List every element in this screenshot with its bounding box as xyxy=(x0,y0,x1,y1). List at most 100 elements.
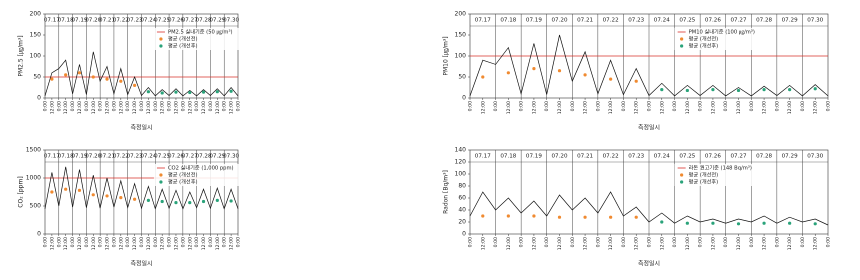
x-tick-label: 12:00 xyxy=(557,101,563,114)
x-tick-label: 0:00 xyxy=(56,237,62,247)
y-tick-label: 200 xyxy=(30,11,42,18)
x-tick-label: 0:00 xyxy=(647,101,653,111)
y-tick-label: 50 xyxy=(33,74,41,81)
x-tick-label: 12:00 xyxy=(736,101,742,114)
mean-point xyxy=(660,220,664,224)
day-label: 07.21 xyxy=(577,18,593,24)
mean-point xyxy=(609,77,613,81)
mean-point xyxy=(736,222,741,226)
y-tick-label: 1500 xyxy=(26,147,41,154)
legend-marker xyxy=(680,44,684,48)
mean-point xyxy=(660,88,664,92)
day-label: 07.29 xyxy=(782,154,798,160)
series-line xyxy=(44,166,239,210)
x-tick-label: 12:00 xyxy=(215,101,221,114)
legend-label: 평균 (개선전) xyxy=(168,171,198,179)
day-label: 07.29 xyxy=(209,154,225,160)
mean-point xyxy=(736,88,741,93)
day-label: 07.17 xyxy=(44,154,60,160)
day-label: 07.21 xyxy=(99,154,115,160)
x-tick-label: 12:00 xyxy=(160,101,166,114)
x-tick-label: 12:00 xyxy=(787,101,793,114)
x-tick-label: 0:00 xyxy=(111,237,117,247)
x-tick-label: 0:00 xyxy=(570,101,576,111)
mean-point xyxy=(64,187,68,191)
x-tick-label: 12:00 xyxy=(531,237,537,250)
day-label: 07.25 xyxy=(679,18,695,24)
mean-point xyxy=(215,198,219,202)
x-tick-label: 12:00 xyxy=(685,101,691,114)
x-tick-label: 12:00 xyxy=(736,237,742,250)
mean-point xyxy=(762,88,766,92)
day-label: 07.30 xyxy=(807,154,823,160)
day-label: 07.19 xyxy=(526,18,542,24)
mean-point xyxy=(557,69,562,73)
x-tick-label: 0:00 xyxy=(139,237,145,247)
x-tick-label: 0:00 xyxy=(519,101,525,111)
day-label: 07.18 xyxy=(500,154,516,160)
mean-point xyxy=(160,91,164,95)
x-tick-label: 0:00 xyxy=(621,101,627,111)
x-tick-label: 12:00 xyxy=(787,237,793,250)
legend-label: 평균 (개선후) xyxy=(689,42,719,50)
day-label: 07.20 xyxy=(551,154,567,160)
mean-point xyxy=(119,79,123,83)
x-tick-label: 0:00 xyxy=(749,101,755,111)
x-tick-label: 0:00 xyxy=(125,237,131,247)
x-tick-label: 0:00 xyxy=(180,237,186,247)
x-tick-label: 12:00 xyxy=(659,237,665,250)
x-tick-label: 12:00 xyxy=(583,101,589,114)
day-label: 07.18 xyxy=(500,18,516,24)
day-label: 07.24 xyxy=(140,18,156,24)
x-tick-label: 0:00 xyxy=(180,101,186,111)
x-tick-label: 12:00 xyxy=(160,237,166,250)
y-axis-title: PM10 [㎍/m³] xyxy=(443,36,451,75)
mean-point xyxy=(50,77,54,81)
y-tick-label: 60 xyxy=(458,195,466,202)
x-tick-label: 0:00 xyxy=(468,101,474,111)
day-label: 07.20 xyxy=(551,18,567,24)
x-tick-label: 0:00 xyxy=(468,237,474,247)
x-tick-label: 12:00 xyxy=(583,237,589,250)
x-tick-label: 12:00 xyxy=(762,237,768,250)
mean-point xyxy=(685,88,689,93)
legend-marker xyxy=(680,173,684,177)
x-tick-label: 0:00 xyxy=(544,237,550,247)
x-tick-label: 0:00 xyxy=(208,237,214,247)
x-tick-label: 12:00 xyxy=(710,101,716,114)
x-tick-label: 12:00 xyxy=(63,101,69,114)
day-label: 07.25 xyxy=(154,18,170,24)
x-axis-title: 측정일시 xyxy=(638,124,660,132)
x-tick-label: 0:00 xyxy=(519,237,525,247)
day-label: 07.28 xyxy=(196,18,212,24)
series-line xyxy=(44,51,239,97)
x-tick-label: 0:00 xyxy=(698,101,704,111)
mean-point xyxy=(188,201,192,205)
day-label: 07.27 xyxy=(730,154,746,160)
x-tick-label: 0:00 xyxy=(800,237,806,247)
x-tick-label: 12:00 xyxy=(506,237,512,250)
legend-label: PM10 실내기준 (100 ㎍/m³) xyxy=(689,28,755,37)
day-label: 07.24 xyxy=(140,154,156,160)
mean-point xyxy=(583,215,587,219)
y-tick-label: 120 xyxy=(455,159,467,166)
legend-marker xyxy=(159,173,163,177)
mean-point xyxy=(762,221,766,225)
day-label: 07.26 xyxy=(168,154,184,160)
x-tick-label: 12:00 xyxy=(608,101,614,114)
mean-point xyxy=(711,221,715,225)
x-tick-label: 12:00 xyxy=(710,237,716,250)
mean-point xyxy=(506,214,510,218)
y-tick-label: 140 xyxy=(455,147,467,154)
x-tick-label: 0:00 xyxy=(236,237,242,247)
x-tick-label: 0:00 xyxy=(111,101,117,111)
x-tick-label: 12:00 xyxy=(506,101,512,114)
y-axis-title: PM2.5 [㎍/m³] xyxy=(18,35,26,76)
x-tick-label: 12:00 xyxy=(201,101,207,114)
legend-label: 라돈 권고기준 (148 Bq/m³) xyxy=(689,164,752,172)
mean-point xyxy=(229,89,233,93)
x-tick-label: 0:00 xyxy=(56,101,62,111)
x-tick-label: 0:00 xyxy=(125,101,131,111)
x-tick-label: 12:00 xyxy=(118,237,124,250)
